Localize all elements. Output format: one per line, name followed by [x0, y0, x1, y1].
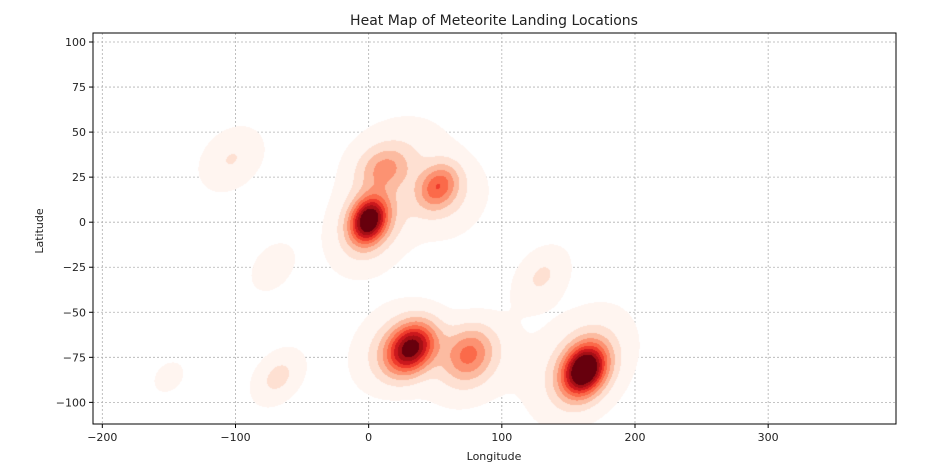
x-tick-label: 200: [624, 431, 645, 444]
x-axis: −200 −100 0 100 200 300: [87, 424, 779, 444]
y-tick-label: 25: [72, 171, 86, 184]
x-tick-label: −200: [87, 431, 117, 444]
y-tick-label: 75: [72, 81, 86, 94]
y-tick-label: −75: [63, 351, 86, 364]
x-tick-label: 300: [758, 431, 779, 444]
y-tick-label: 100: [65, 36, 86, 49]
y-axis-label: Latitude: [33, 208, 46, 254]
y-tick-label: −50: [63, 306, 86, 319]
y-tick-label: −100: [56, 396, 86, 409]
density-layer: [93, 33, 896, 424]
plot-frame: [92, 32, 897, 425]
x-tick-label: 0: [365, 431, 372, 444]
x-tick-label: −100: [220, 431, 250, 444]
density-heatmap: [93, 33, 896, 424]
y-tick-label: 50: [72, 126, 86, 139]
y-tick-label: 0: [79, 216, 86, 229]
y-tick-label: −25: [63, 261, 86, 274]
y-axis: 100 75 50 25 0 −25 −50 −75 −100: [56, 36, 93, 409]
chart-title: Heat Map of Meteorite Landing Locations: [350, 13, 638, 29]
x-tick-label: 100: [491, 431, 512, 444]
x-axis-label: Longitude: [467, 450, 522, 463]
